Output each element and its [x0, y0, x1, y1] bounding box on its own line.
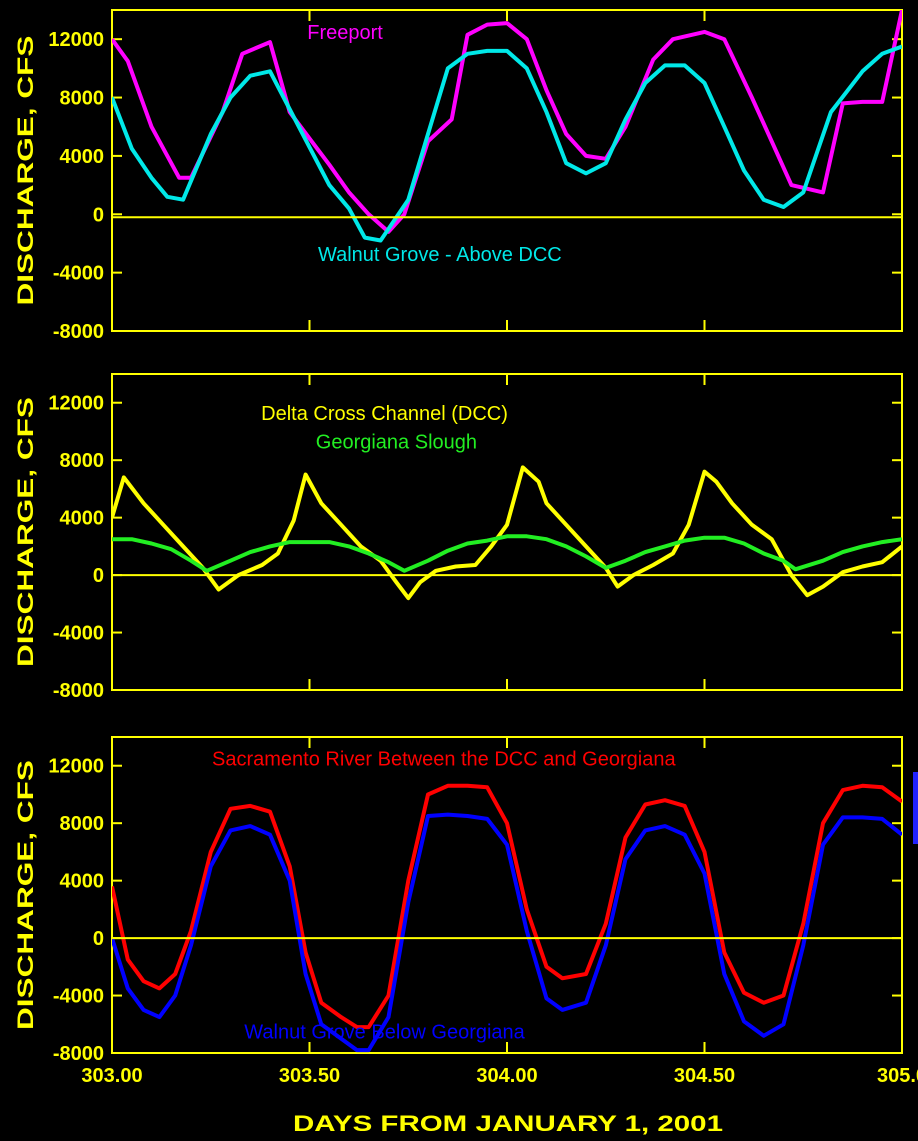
y-tick-label: -4000 — [53, 263, 104, 285]
series-annotation: Georgiana Slough — [316, 432, 477, 454]
y-tick-label: -8000 — [53, 321, 104, 343]
panel-1: 12000 8000 4000 0 -4000 -8000 DISCHARGE, CFS Fr… — [13, 9, 903, 343]
y-axis-label: DISCHARGE, CFS — [13, 760, 38, 1030]
y-tick-label: 8000 — [60, 813, 105, 835]
series-annotation: Delta Cross Channel (DCC) — [261, 403, 508, 425]
x-tick-label: 305.0 — [877, 1065, 918, 1087]
y-axis-label: DISCHARGE, CFS — [13, 36, 38, 306]
y-tick-label: 4000 — [60, 146, 105, 168]
y-tick-label: 8000 — [60, 88, 105, 110]
series-annotation: Walnut Grove Below Georgiana — [244, 1022, 525, 1044]
series-group — [112, 10, 902, 243]
y-tick-label: 0 — [93, 204, 104, 226]
y-tick-label: 4000 — [60, 508, 105, 530]
y-tick-label: -4000 — [53, 623, 104, 645]
series-line-2 — [112, 812, 902, 1053]
series-line-1 — [112, 10, 902, 234]
series-line-2 — [112, 534, 902, 573]
y-tick-label: 8000 — [60, 450, 105, 472]
y-tick-label: -8000 — [53, 1043, 104, 1065]
y-axis-label: DISCHARGE, CFS — [13, 397, 38, 667]
series-group — [112, 783, 902, 1053]
y-tick-label: -8000 — [53, 680, 104, 702]
series-line-1 — [112, 465, 902, 601]
y-tick-label: 12000 — [48, 393, 104, 415]
side-marker — [913, 772, 918, 844]
series-annotation: Walnut Grove - Above DCC — [318, 244, 562, 266]
series-line-1 — [112, 783, 902, 1030]
panel-2: 12000 8000 4000 0 -4000 -8000 DISCHARGE, CFS De… — [13, 373, 903, 702]
x-tick-label: 304.50 — [674, 1065, 735, 1087]
y-tick-label: -4000 — [53, 986, 104, 1008]
y-tick-label: 0 — [93, 565, 104, 587]
y-tick-label: 12000 — [48, 756, 104, 778]
x-tick-label: 303.00 — [81, 1065, 142, 1087]
y-tick-label: 12000 — [48, 29, 104, 51]
series-line-2 — [112, 44, 902, 243]
x-tick-label: 304.00 — [476, 1065, 537, 1087]
y-tick-label: 4000 — [60, 871, 105, 893]
series-group — [112, 465, 902, 601]
x-tick-label: 303.50 — [279, 1065, 340, 1087]
series-annotation: Freeport — [307, 22, 383, 44]
y-tick-label: 0 — [93, 928, 104, 950]
series-annotation: Sacramento River Between the DCC and Geo… — [212, 749, 676, 771]
x-axis-label: DAYS FROM JANUARY 1, 2001 — [293, 1111, 723, 1136]
